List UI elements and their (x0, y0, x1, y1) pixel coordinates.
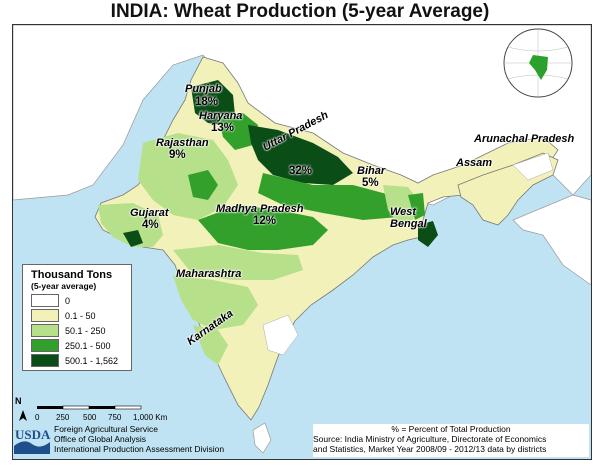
region-west-bengal (418, 221, 438, 247)
source-note: % = Percent of Total Production (391, 424, 511, 434)
map-canvas (13, 25, 591, 454)
locator-globe (503, 28, 573, 98)
source-box: % = Percent of Total Production Source: … (313, 424, 589, 457)
legend-label: 0 (65, 295, 71, 306)
label-madhya-pradesh: Madhya Pradesh (216, 203, 304, 215)
scale-tick-750: 750 (108, 413, 122, 422)
sri-lanka (252, 422, 272, 454)
label-assam: Assam (456, 157, 493, 169)
region-gujarat (98, 203, 163, 247)
label-west-bengal-2: Bengal (390, 218, 427, 230)
label-haryana: Haryana (199, 110, 243, 122)
legend-swatch (31, 339, 59, 352)
label-west-bengal-1: West (390, 206, 417, 218)
source-line-2: and Statistics, Market Year 2008/09 - 20… (313, 444, 547, 454)
north-arrow (19, 410, 27, 421)
legend-swatch (31, 354, 59, 367)
label-gujarat: Gujarat (130, 207, 169, 219)
pct-madhya-pradesh: 12% (253, 215, 277, 227)
legend-swatch (31, 324, 59, 337)
scale-tick-250: 250 (56, 413, 70, 422)
pct-haryana: 13% (211, 122, 235, 134)
legend-label: 0.1 - 50 (65, 310, 96, 321)
locator-india-highlight (529, 55, 548, 80)
legend-row: 50.1 - 250 (31, 323, 131, 338)
region-mp-light (173, 245, 303, 280)
scale-tick-1000: 1,000 Km (133, 413, 168, 422)
legend-row: 500.1 - 1,562 (31, 353, 131, 368)
legend-label: 500.1 - 1,562 (65, 355, 119, 366)
usda-logo-text: USDA (15, 427, 51, 442)
region-rajasthan-dark (188, 170, 218, 200)
region-maharashtra (173, 275, 258, 330)
pct-bihar: 5% (362, 177, 379, 189)
legend: Thousand Tons (5-year average) 0 0.1 - 5… (22, 264, 132, 371)
legend-swatch (31, 294, 59, 307)
region-zero-northeast (512, 152, 554, 181)
legend-title: Thousand Tons (31, 269, 113, 281)
map-frame: Punjab 18% Haryana 13% Rajasthan 9% Utta… (12, 24, 592, 460)
neighbor-land-east (512, 194, 591, 286)
scale-tick-500: 500 (83, 413, 97, 422)
agency-line-3: International Production Assessment Divi… (54, 444, 225, 454)
agency-line-1: Foreign Agricultural Service (54, 424, 158, 434)
legend-row: 250.1 - 500 (31, 338, 131, 353)
pct-gujarat: 4% (142, 219, 159, 231)
pct-rajasthan: 9% (169, 149, 186, 161)
region-punjab-dark (191, 80, 235, 125)
legend-subtitle: (5-year average) (31, 281, 97, 291)
region-zero-south (262, 314, 299, 356)
map-title: INDIA: Wheat Production (5-year Average) (110, 1, 490, 22)
region-gujarat-dark (123, 230, 143, 247)
pct-uttar-pradesh: 32% (289, 165, 313, 177)
region-up-green (258, 173, 405, 220)
legend-label: 250.1 - 500 (65, 340, 111, 351)
agency-block: USDA Foreign Agricultural Service Office… (14, 424, 234, 457)
region-mp-green (198, 205, 328, 250)
label-arunachal-pradesh: Arunachal Pradesh (474, 133, 575, 145)
legend-label: 50.1 - 250 (65, 325, 106, 336)
region-west-bengal-green (408, 193, 425, 220)
usda-logo: USDA (14, 426, 50, 454)
region-karnataka (193, 325, 228, 365)
legend-swatch (31, 309, 59, 322)
label-maharashtra: Maharashtra (176, 268, 242, 280)
region-rajasthan (138, 133, 238, 220)
scale-tick-0: 0 (35, 413, 40, 422)
legend-row: 0.1 - 50 (31, 308, 131, 323)
agency-line-2: Office of Global Analysis (54, 434, 146, 444)
source-line-1: Source: India Ministry of Agriculture, D… (313, 434, 547, 444)
north-label: N (15, 396, 22, 406)
pct-punjab: 18% (195, 96, 219, 108)
region-bihar-light (383, 185, 418, 223)
region-haryana-green (218, 113, 258, 150)
legend-row: 0 (31, 293, 131, 308)
region-up-dark (248, 125, 353, 185)
label-punjab: Punjab (185, 83, 222, 95)
scale-bar (37, 405, 142, 410)
label-rajasthan: Rajasthan (156, 137, 209, 149)
label-bihar: Bihar (357, 165, 386, 177)
